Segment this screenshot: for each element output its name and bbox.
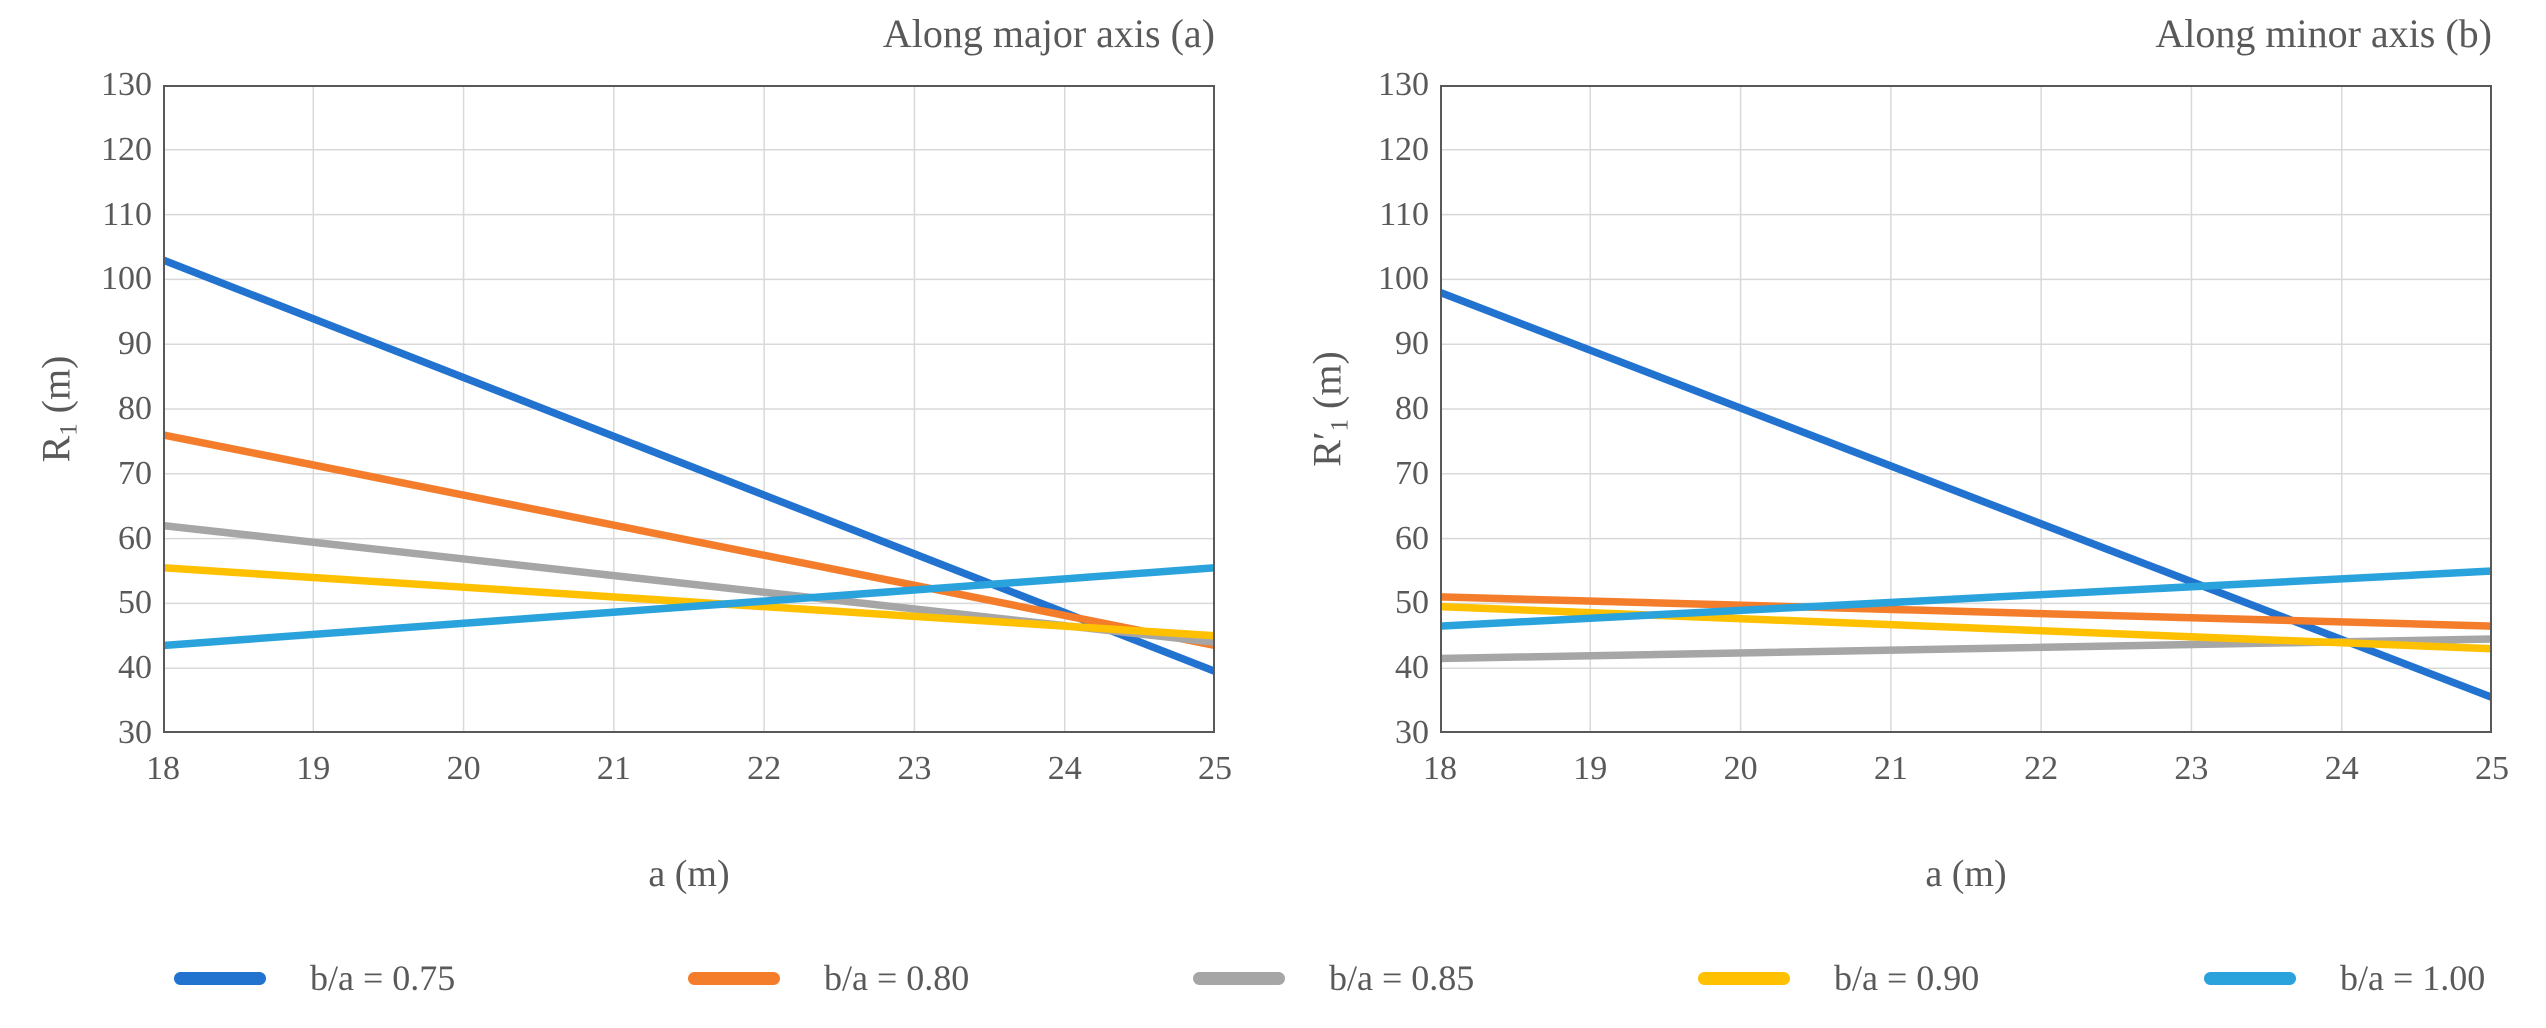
legend-label: b/a = 0.90 — [1834, 958, 1980, 998]
legend-item: b/a = 0.90 — [1698, 948, 1979, 1008]
chart-title: Along minor axis (b) — [2155, 11, 2492, 56]
legend-label: b/a = 0.80 — [824, 958, 970, 998]
x-tick-label: 19 — [296, 750, 331, 787]
legend-line-swatch — [1193, 971, 1285, 985]
y-tick-label: 60 — [118, 519, 152, 557]
series-line — [1440, 288, 2492, 702]
x-tick-label: 20 — [1723, 750, 1758, 787]
legend-line-swatch — [2204, 971, 2296, 985]
y-tick-label: 30 — [1395, 714, 1429, 751]
legend-line-swatch — [1698, 971, 1790, 985]
legend-item: b/a = 1.00 — [2204, 948, 2485, 1008]
series-line — [1440, 593, 2492, 630]
y-tick-label: 70 — [118, 454, 152, 492]
legend-item: b/a = 0.85 — [1193, 948, 1474, 1008]
y-tick-label: 40 — [1395, 649, 1429, 687]
legend-line-swatch — [688, 971, 780, 985]
x-tick-label: 21 — [596, 750, 631, 787]
x-tick-label: 22 — [747, 750, 782, 787]
x-tick-label: 24 — [1047, 750, 1082, 787]
y-tick-label: 90 — [1395, 325, 1429, 363]
x-tick-label: 23 — [897, 750, 932, 787]
legend: b/a = 0.75 b/a = 0.80 b/a = 0.85 b/a = 0… — [0, 948, 2546, 1008]
y-tick-label: 50 — [118, 584, 152, 622]
y-tick-label: 40 — [118, 649, 152, 687]
y-axis-tick-labels: 130 120 110 100 90 80 70 60 50 40 30 — [1319, 68, 1429, 750]
x-tick-label: 22 — [2024, 750, 2059, 787]
legend-item: b/a = 0.75 — [174, 948, 455, 1008]
x-axis-tick-labels: 18 19 20 21 22 23 24 25 — [146, 750, 1232, 796]
plot-canvas — [1440, 85, 2492, 733]
legend-item: b/a = 0.80 — [688, 948, 969, 1008]
y-tick-label: 30 — [118, 714, 152, 751]
series-line — [163, 564, 1215, 640]
x-tick-label: 18 — [1423, 750, 1457, 787]
plot-canvas — [163, 85, 1215, 733]
x-tick-label: 18 — [146, 750, 180, 787]
chart-panel-major-axis: Along major axis (a) R1 (m) 130 120 110 100… — [0, 0, 1273, 940]
y-tick-label: 130 — [101, 66, 152, 103]
y-tick-label: 90 — [118, 325, 152, 363]
y-tick-label: 120 — [101, 130, 152, 168]
y-tick-label: 50 — [1395, 584, 1429, 622]
chart-title: Along major axis (a) — [882, 11, 1215, 56]
y-tick-label: 80 — [118, 390, 152, 427]
legend-label: b/a = 0.75 — [310, 958, 456, 998]
y-tick-label: 80 — [1395, 390, 1429, 427]
y-tick-label: 120 — [1378, 130, 1429, 168]
x-tick-label: 25 — [2475, 750, 2509, 787]
x-axis-title: a (m) — [1925, 853, 2007, 895]
series-line — [163, 431, 1215, 650]
x-tick-label: 25 — [1198, 750, 1232, 787]
plot-area — [1440, 85, 2492, 733]
y-tick-label: 130 — [1378, 66, 1429, 103]
plot-area — [163, 85, 1215, 733]
x-tick-label: 21 — [1873, 750, 1908, 787]
y-tick-label: 60 — [1395, 519, 1429, 557]
y-tick-label: 100 — [1378, 260, 1429, 298]
series-line — [163, 564, 1215, 650]
x-tick-label: 23 — [2174, 750, 2209, 787]
series-line — [163, 256, 1215, 676]
y-axis-tick-labels: 130 120 110 100 90 80 70 60 50 40 30 — [42, 68, 152, 750]
y-tick-label: 110 — [102, 195, 152, 233]
y-tick-label: 70 — [1395, 454, 1429, 492]
y-tick-label: 110 — [1379, 195, 1429, 233]
x-tick-label: 19 — [1573, 750, 1608, 787]
x-tick-label: 24 — [2324, 750, 2359, 787]
series-line — [1440, 567, 2492, 630]
legend-label: b/a = 1.00 — [2340, 958, 2486, 998]
x-axis-title: a (m) — [648, 853, 730, 895]
x-tick-label: 20 — [446, 750, 481, 787]
chart-panel-minor-axis: Along minor axis (b) R′1 (m) 130 120 110 10… — [1273, 0, 2546, 940]
legend-line-swatch — [174, 971, 266, 985]
legend-label: b/a = 0.85 — [1329, 958, 1475, 998]
x-axis-tick-labels: 18 19 20 21 22 23 24 25 — [1423, 750, 2509, 796]
y-tick-label: 100 — [101, 260, 152, 298]
